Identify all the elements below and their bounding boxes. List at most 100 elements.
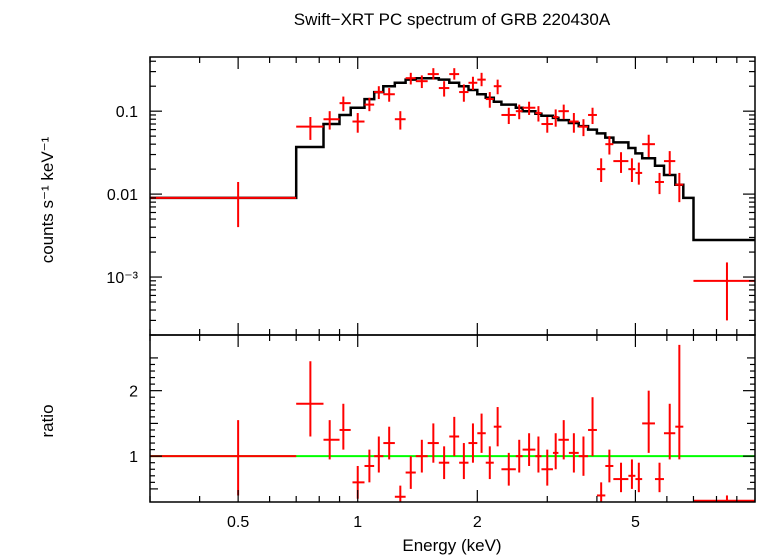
spectrum-y-tick-label: 0.1 (116, 104, 138, 121)
spectrum-point-13 (449, 68, 460, 80)
ratio-point-36 (663, 403, 676, 460)
spectrum-point-35 (654, 172, 664, 195)
x-tick-label: 2 (473, 514, 482, 531)
ratio-point-14 (459, 443, 469, 480)
ratio-point-4 (352, 465, 365, 499)
ratio-point-5 (364, 449, 375, 483)
spectrum-point-29 (596, 158, 606, 182)
spectrum-y-tick-label: 10⁻³ (106, 270, 138, 287)
ratio-point-25 (558, 420, 569, 460)
ratio-point-15 (468, 423, 478, 463)
spectrum-panel-frame (149, 56, 756, 336)
ratio-point-8 (394, 485, 406, 502)
spectrum-point-32 (628, 158, 636, 182)
spectrum-point-38 (693, 262, 755, 321)
spectrum-point-6 (374, 86, 384, 100)
x-tick-label: 1 (353, 514, 362, 531)
model-step-curve (150, 76, 755, 242)
spectrum-point-33 (635, 162, 643, 185)
x-tick-label: 0.5 (227, 514, 249, 531)
spectrum-point-14 (459, 84, 469, 102)
x-tick-label: 5 (631, 514, 640, 531)
spectrum-tick-labels-group: 0.1 0.01 10⁻³ (106, 104, 138, 287)
ratio-point-13 (449, 416, 460, 457)
spectrum-point-3 (339, 96, 351, 112)
spectrum-point-24 (552, 109, 559, 127)
spectrum-point-34 (642, 134, 655, 158)
spectrum-point-15 (468, 76, 478, 91)
ratio-point-24 (552, 433, 559, 470)
ratio-point-23 (541, 449, 553, 486)
ratio-ticks-group (149, 335, 756, 502)
ratio-point-21 (522, 433, 536, 466)
spectrum-point-12 (438, 81, 450, 97)
spectrum-point-17 (485, 92, 494, 108)
spectrum-point-23 (541, 117, 553, 133)
ratio-panel: 1 2 0.5 1 2 5 (129, 334, 756, 531)
ratio-point-33 (635, 462, 643, 493)
spectrum-point-11 (427, 68, 439, 80)
ratio-point-0 (150, 420, 297, 496)
spectrum-data-group (150, 68, 755, 321)
ratio-data-group (150, 344, 755, 502)
ratio-point-29 (596, 482, 606, 502)
spectrum-point-5 (364, 97, 375, 112)
spectrum-point-28 (588, 107, 597, 125)
ratio-y-axis-title: ratio (38, 404, 57, 437)
spectrum-point-26 (568, 113, 579, 133)
ratio-point-22 (535, 436, 542, 473)
ratio-y-tick-label: 1 (129, 449, 138, 466)
spectrum-point-37 (675, 172, 684, 203)
spectrum-point-31 (613, 152, 629, 173)
ratio-point-37 (675, 344, 684, 460)
spectrum-ticks-group (149, 57, 756, 336)
ratio-point-9 (405, 456, 416, 489)
ratio-point-2 (323, 420, 340, 460)
ratio-point-26 (568, 433, 579, 473)
ratio-point-38 (693, 495, 755, 502)
ratio-point-17 (485, 446, 494, 480)
ratio-y-tick-label: 2 (129, 384, 138, 401)
ratio-panel-frame (149, 334, 756, 503)
ratio-point-18 (493, 407, 502, 447)
spectrum-point-25 (558, 104, 569, 120)
ratio-point-12 (438, 446, 450, 480)
spectrum-point-21 (522, 101, 536, 115)
ratio-point-30 (605, 449, 614, 483)
spectrum-point-16 (477, 72, 486, 87)
ratio-point-11 (427, 423, 439, 463)
spectrum-point-30 (605, 136, 614, 155)
spectrum-point-22 (535, 106, 542, 122)
ratio-point-35 (654, 462, 664, 493)
x-axis-title: Energy (keV) (402, 536, 501, 555)
ratio-point-27 (578, 436, 589, 476)
spectrum-point-7 (383, 88, 395, 102)
spectrum-panel: 0.1 0.01 10⁻³ (106, 56, 756, 336)
ratio-point-7 (383, 426, 395, 460)
spectrum-y-tick-label: 0.01 (107, 187, 138, 204)
ratio-point-28 (588, 397, 597, 457)
model-curve-group (150, 76, 755, 242)
ratio-point-1 (296, 361, 324, 437)
ratio-point-19 (501, 452, 516, 486)
ratio-point-3 (339, 403, 351, 450)
spectrum-point-36 (663, 151, 676, 175)
spectrum-point-19 (501, 107, 516, 125)
spectrum-y-axis-title: counts s⁻¹ keV⁻¹ (38, 136, 57, 263)
spectrum-point-20 (515, 104, 523, 120)
spectrum-point-18 (493, 79, 502, 95)
spectrum-point-10 (415, 75, 428, 89)
ratio-tick-labels-group: 1 2 0.5 1 2 5 (129, 384, 640, 531)
ratio-point-20 (515, 439, 523, 473)
spectrum-point-4 (352, 113, 365, 133)
spectrum-point-1 (296, 117, 324, 140)
spectrum-point-27 (578, 119, 589, 137)
ratio-point-31 (613, 462, 629, 493)
ratio-point-10 (415, 439, 428, 473)
ratio-point-6 (374, 436, 384, 473)
ratio-point-32 (628, 459, 636, 489)
spectrum-point-8 (394, 111, 406, 130)
spectrum-point-0 (150, 181, 297, 228)
spectrum-point-2 (323, 111, 340, 130)
